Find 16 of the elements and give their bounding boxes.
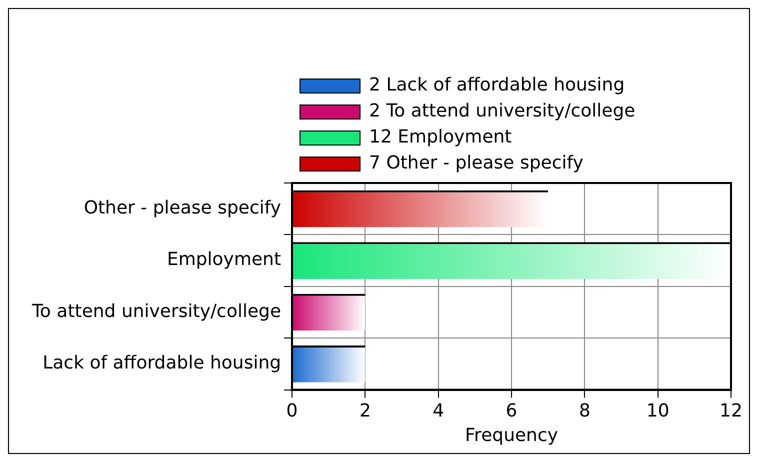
x-axis-title: Frequency: [465, 424, 558, 446]
x-tick-label: 8: [578, 400, 590, 422]
legend-label: 7 Other - please specify: [369, 152, 584, 174]
legend-label: 2 Lack of affordable housing: [369, 74, 625, 96]
y-tick-label: Lack of affordable housing: [42, 352, 282, 374]
x-tick-label: 12: [720, 400, 742, 422]
x-tick-label: 0: [286, 400, 298, 422]
x-tick-label: 4: [432, 400, 444, 422]
y-tick-label: To attend university/college: [31, 300, 282, 322]
y-tick-label: Other - please specify: [84, 198, 282, 219]
legend-label: 12 Employment: [369, 126, 512, 148]
x-tick-label: 2: [359, 400, 371, 422]
y-tick-label: Employment: [166, 249, 282, 270]
x-tick-label: 6: [506, 400, 518, 422]
legend-label: 2 To attend university/college: [369, 100, 636, 122]
x-tick-label: 10: [646, 400, 670, 422]
